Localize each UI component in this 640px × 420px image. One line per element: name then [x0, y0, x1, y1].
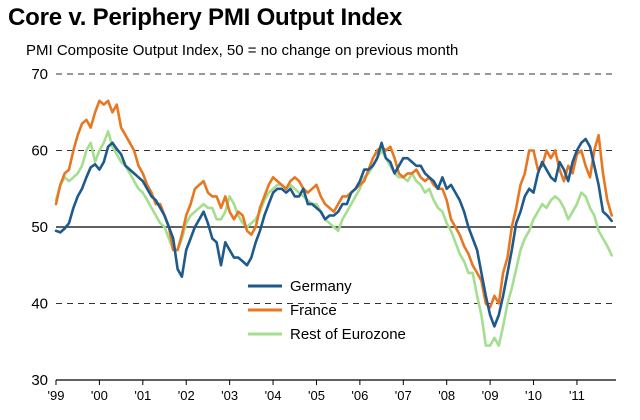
series-line-germany [54, 137, 613, 328]
x-axis: '99 '00 '01 '02 '03 '04 '05 '06 '07 '08 '09 '10 '11 [48, 379, 616, 403]
x-tick-label: '10 [525, 388, 542, 403]
legend-label: Rest of Eurozone [290, 326, 406, 343]
x-tick-label: '11 [569, 388, 585, 403]
y-tick-label: 60 [31, 143, 48, 160]
y-axis: 30 40 50 60 70 [31, 66, 48, 389]
chart-title: Core v. Periphery PMI Output Index [8, 4, 403, 31]
x-tick-label: '01 [134, 388, 151, 403]
x-tick-label: '02 [178, 388, 195, 403]
chart-subtitle: PMI Composite Output Index, 50 = no chan… [26, 42, 459, 59]
y-tick-label: 30 [31, 372, 48, 389]
x-tick-label: '03 [221, 388, 238, 403]
x-tick-label: '09 [482, 388, 499, 403]
grid-lines [56, 73, 616, 304]
x-tick-label: '08 [438, 388, 455, 403]
x-tick-label: '05 [308, 388, 325, 403]
x-tick-label: '07 [395, 388, 412, 403]
legend-label: Germany [290, 278, 352, 295]
x-tick-label: '06 [351, 388, 368, 403]
series-line-france [54, 99, 613, 309]
series-line-rest-of-eurozone [54, 130, 613, 347]
legend-label: France [290, 302, 337, 319]
series-lines [54, 99, 613, 347]
x-tick-label: '04 [265, 388, 282, 403]
y-tick-label: 70 [31, 66, 48, 83]
x-tick-label: '00 [91, 388, 108, 403]
y-tick-label: 50 [31, 219, 48, 236]
x-tick-label: '99 [48, 388, 65, 403]
y-tick-label: 40 [31, 296, 48, 313]
legend: Germany France Rest of Eurozone [248, 278, 406, 343]
